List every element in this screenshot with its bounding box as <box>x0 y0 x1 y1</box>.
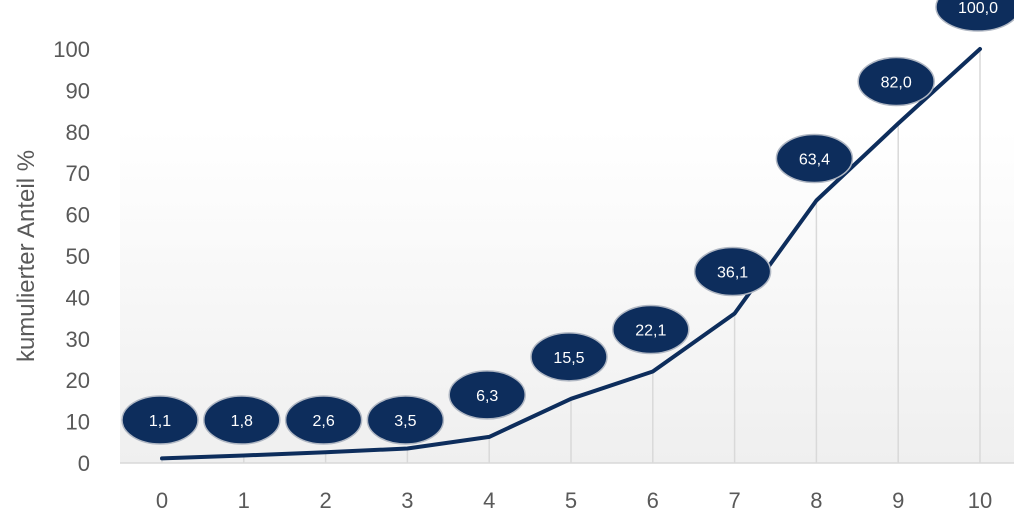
y-tick-label: 20 <box>66 368 90 393</box>
data-label-text: 22,1 <box>635 323 666 340</box>
y-tick-label: 40 <box>66 285 90 310</box>
data-label-ellipse <box>857 56 935 107</box>
data-label-bubble: 3,5 <box>366 395 445 445</box>
y-axis-title: kumulierter Anteil % <box>13 150 40 362</box>
data-label-ellipse <box>448 370 526 420</box>
data-label-ellipse <box>121 395 199 445</box>
data-label-bubble: 2,6 <box>284 395 363 445</box>
x-tick-label: 1 <box>238 488 250 513</box>
data-label-text: 15,5 <box>553 350 584 367</box>
series-line <box>160 47 982 461</box>
data-label-text: 1,8 <box>231 413 253 430</box>
data-label-text: 2,6 <box>312 413 334 430</box>
y-tick-label: 90 <box>66 78 90 103</box>
x-tick-label: 6 <box>647 488 659 513</box>
data-label-ellipse <box>366 395 445 445</box>
data-label-bubble: 1,1 <box>121 395 199 445</box>
data-label-ellipse <box>203 395 281 445</box>
data-label-bubble: 15,5 <box>530 332 608 382</box>
data-label-text: 100,0 <box>958 0 998 17</box>
data-label-text: 63,4 <box>799 152 830 169</box>
x-tick-label: 10 <box>968 488 992 513</box>
data-label-ellipse <box>693 246 772 297</box>
x-tick-label: 0 <box>156 488 168 513</box>
y-tick-label: 50 <box>66 244 90 269</box>
y-tick-label: 30 <box>66 327 90 352</box>
x-tick-label: 9 <box>892 488 904 513</box>
data-label-bubble: 63,4 <box>775 133 854 184</box>
data-label-text: 3,5 <box>394 413 416 430</box>
x-tick-label: 2 <box>319 488 331 513</box>
data-label-bubble: 36,1 <box>693 246 772 297</box>
x-tick-label: 7 <box>728 488 740 513</box>
x-tick-label: 5 <box>565 488 577 513</box>
x-tick-label: 8 <box>810 488 822 513</box>
data-label-bubble: 100,0 <box>935 0 1014 32</box>
y-tick-label: 60 <box>66 203 90 228</box>
data-label-ellipse <box>612 304 690 355</box>
data-label-ellipse <box>530 332 608 382</box>
data-label-text: 6,3 <box>476 388 498 405</box>
data-label-text: 36,1 <box>717 265 748 282</box>
y-tick-label: 10 <box>66 410 90 435</box>
y-tick-label: 70 <box>66 161 90 186</box>
data-label-bubble: 22,1 <box>612 304 690 355</box>
data-label-text: 82,0 <box>881 75 912 92</box>
data-label-ellipse <box>935 0 1014 32</box>
x-tick-label: 4 <box>483 488 495 513</box>
y-tick-label: 80 <box>66 120 90 145</box>
data-label-ellipse <box>775 133 854 184</box>
y-tick-label: 100 <box>53 37 90 62</box>
data-label-bubble: 6,3 <box>448 370 526 420</box>
x-axis-ticks: 0 1 2 3 4 5 6 7 8 9 10 <box>156 488 992 513</box>
y-tick-label: 0 <box>78 451 90 476</box>
data-label-ellipse <box>284 395 363 445</box>
y-axis-ticks: 0 10 20 30 40 50 60 70 80 90 100 <box>53 37 90 476</box>
data-label-bubble: 82,0 <box>857 56 935 107</box>
data-label-bubble: 1,8 <box>203 395 281 445</box>
x-tick-label: 3 <box>401 488 413 513</box>
data-labels: 1,1 1,8 2,6 3,5 6,3 15,5 22,1 36,1 63,4 82,0 100,0 <box>121 0 1014 445</box>
data-label-text: 1,1 <box>149 413 171 430</box>
